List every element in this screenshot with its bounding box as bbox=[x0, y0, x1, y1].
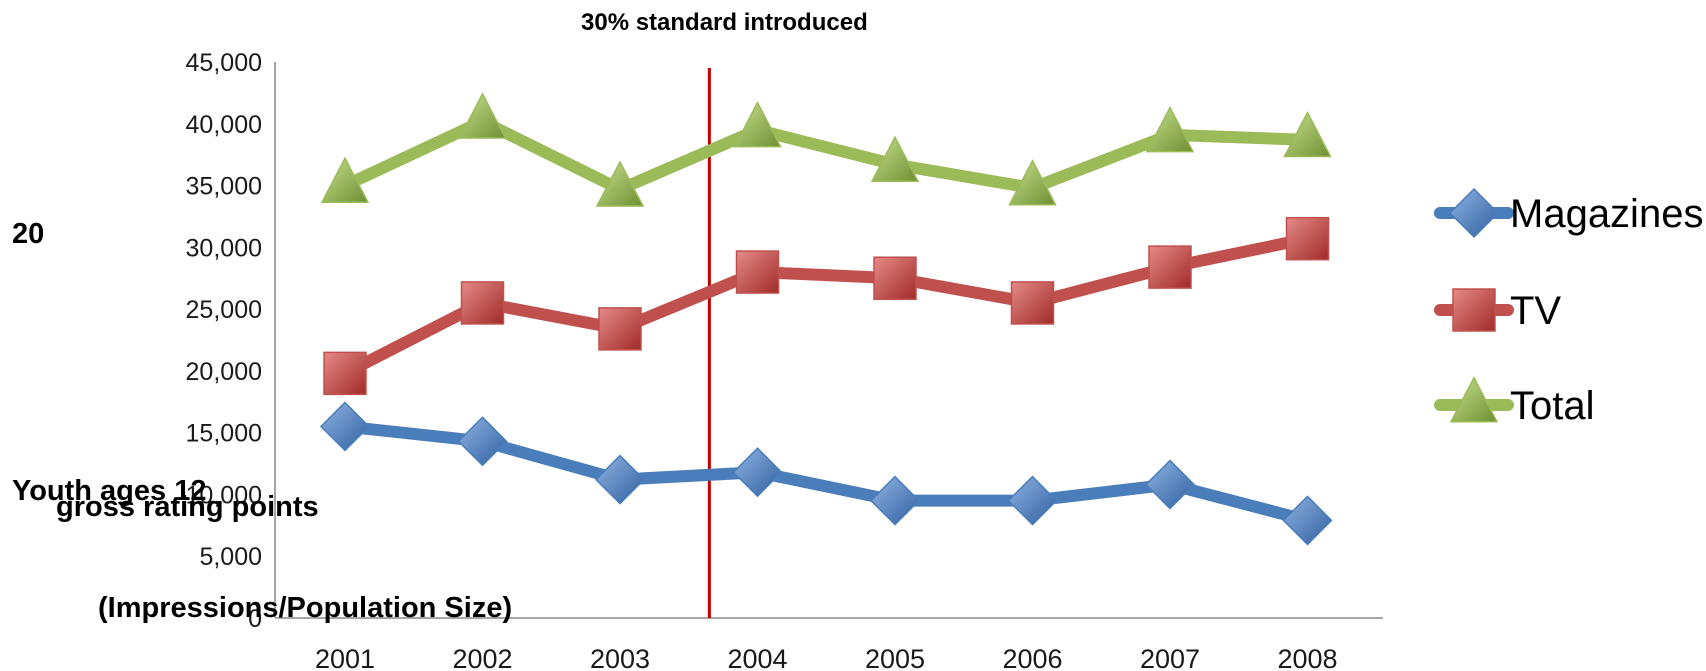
marker-total bbox=[1145, 105, 1195, 153]
ylabel-line-4: (Impressions/Population Size) bbox=[98, 592, 512, 624]
marker-total bbox=[870, 135, 920, 183]
legend-label-total: Total bbox=[1510, 384, 1595, 428]
marker-tv bbox=[1285, 216, 1330, 261]
marker-magazines bbox=[1282, 495, 1333, 546]
legend-marker-tv bbox=[1452, 288, 1496, 332]
ylabel-line-1: 20 bbox=[12, 218, 44, 250]
ylabel-line-3: gross rating points bbox=[56, 491, 319, 523]
y-tick-labels: 0 5,000 10,000 15,000 20,000 25,000 30,000 35,0… bbox=[186, 49, 262, 633]
marker-total bbox=[733, 101, 782, 148]
legend-label-magazines: Magazines bbox=[1510, 192, 1703, 236]
ylabel-line-2: Youth ages 12 bbox=[12, 475, 206, 507]
marker-magazines bbox=[1007, 475, 1058, 526]
series-line-total bbox=[342, 115, 1308, 196]
x-tick-label: 2006 bbox=[1002, 644, 1062, 671]
y-tick-label: 35,000 bbox=[186, 173, 262, 201]
marker-magazines bbox=[732, 447, 783, 498]
marker-total bbox=[1008, 159, 1057, 206]
x-tick-labels: 2001 2002 2003 2004 2005 2006 2007 2008 bbox=[315, 644, 1338, 671]
marker-total bbox=[595, 160, 645, 207]
x-tick-label: 2008 bbox=[1277, 644, 1337, 671]
y-tick-label: 25,000 bbox=[186, 296, 262, 324]
series-line-tv bbox=[342, 232, 1309, 379]
y-tick-label: 30,000 bbox=[186, 234, 262, 262]
y-tick-label: 10,000 bbox=[186, 481, 262, 509]
legend-marker-total bbox=[1449, 376, 1499, 423]
y-tick-label: 0 bbox=[248, 605, 262, 633]
legend: Magazines TV Total bbox=[1434, 187, 1703, 428]
marker-tv bbox=[1010, 281, 1055, 325]
marker-magazines bbox=[319, 401, 371, 452]
marker-magazines bbox=[869, 475, 921, 526]
x-tick-label: 2003 bbox=[590, 644, 650, 671]
series-markers bbox=[319, 92, 1333, 546]
x-tick-label: 2002 bbox=[452, 644, 512, 671]
series-line-magazines bbox=[344, 420, 1310, 527]
marker-tv bbox=[598, 307, 642, 351]
y-tick-label: 40,000 bbox=[186, 111, 262, 139]
marker-magazines bbox=[1144, 459, 1196, 510]
x-tick-label: 2001 bbox=[315, 644, 375, 671]
y-tick-label: 5,000 bbox=[199, 543, 262, 571]
marker-total bbox=[1283, 110, 1332, 158]
marker-magazines bbox=[457, 416, 508, 467]
x-tick-label: 2007 bbox=[1140, 644, 1200, 671]
annotation-label: 30% standard introduced bbox=[581, 9, 868, 36]
marker-tv bbox=[735, 250, 780, 294]
marker-tv bbox=[323, 351, 367, 396]
x-tick-label: 2005 bbox=[865, 644, 925, 671]
marker-total bbox=[458, 92, 507, 139]
series-lines bbox=[342, 115, 1310, 527]
marker-tv bbox=[460, 281, 505, 325]
y-tick-label: 20,000 bbox=[186, 358, 262, 386]
y-tick-label: 15,000 bbox=[186, 420, 262, 448]
marker-tv bbox=[873, 256, 917, 300]
y-tick-label: 45,000 bbox=[186, 49, 262, 77]
legend-marker-magazines bbox=[1448, 187, 1500, 239]
marker-magazines bbox=[594, 454, 646, 505]
x-tick-label: 2004 bbox=[727, 644, 787, 671]
legend-label-tv: TV bbox=[1510, 289, 1561, 333]
marker-total bbox=[320, 156, 370, 204]
marker-tv bbox=[1148, 245, 1192, 289]
